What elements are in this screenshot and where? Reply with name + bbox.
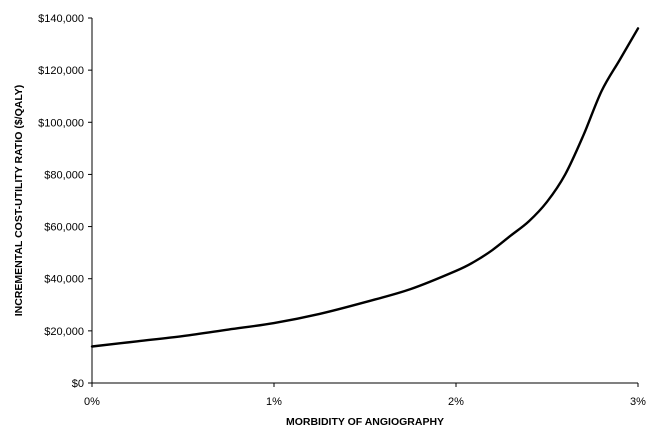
x-tick-label: 0% — [84, 396, 100, 408]
y-tick-label: $80,000 — [44, 169, 84, 181]
plot-area: $0 $20,000 $40,000 $60,000 $80,000 $100,000 $1… — [38, 13, 646, 408]
x-tick-label: 1% — [266, 396, 282, 408]
series-line — [90, 27, 640, 348]
y-tick-label: $120,000 — [38, 65, 84, 77]
y-axis-title: INCREMENTAL COST-UTILITY RATIO ($/QALY) — [13, 85, 25, 317]
series-group — [90, 27, 640, 348]
y-tick-label: $20,000 — [44, 326, 84, 338]
y-tick-label: $140,000 — [38, 13, 84, 25]
y-axis-ticks: $0 $20,000 $40,000 $60,000 $80,000 $100,000 $1… — [38, 13, 92, 390]
y-tick-label: $60,000 — [44, 222, 84, 234]
y-tick-label: $40,000 — [44, 274, 84, 286]
x-axis-title: MORBIDITY OF ANGIOGRAPHY — [286, 416, 444, 428]
x-tick-label: 2% — [448, 396, 464, 408]
y-tick-label: $0 — [72, 378, 84, 390]
x-axis-ticks: 0% 1% 2% 3% — [84, 383, 646, 408]
y-tick-label: $100,000 — [38, 117, 84, 129]
x-tick-label: 3% — [630, 396, 646, 408]
